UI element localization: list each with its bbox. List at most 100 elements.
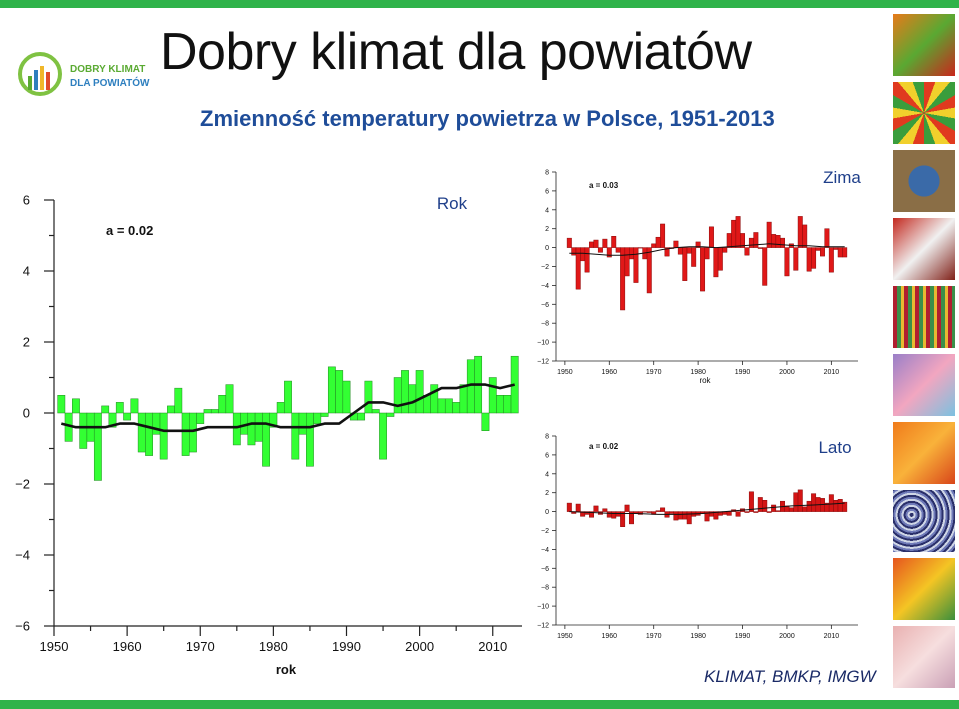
bar-rok-1996 (386, 412, 395, 417)
stripes-tile (893, 286, 955, 348)
bar-rok-1979 (262, 412, 270, 467)
bar-zima-2005 (806, 247, 812, 272)
bar-lato-1971 (655, 510, 661, 512)
y-tick-label: 0 (545, 245, 549, 252)
bar-rok-2002 (430, 384, 439, 414)
bar-lato-1953 (575, 503, 581, 512)
x-tick-label: 1970 (646, 633, 662, 640)
y-tick-label: 8 (545, 433, 549, 440)
y-tick-label: −10 (537, 340, 549, 347)
source-credit: KLIMAT, BMKP, IMGW (704, 667, 876, 686)
bar-zima-1982 (704, 247, 710, 260)
chart-annotation-lato: a = 0.02 (589, 442, 619, 451)
bar-rok-1975 (232, 412, 241, 446)
bar-lato-1997 (771, 504, 777, 512)
page-subtitle: Zmienność temperatury powietrza w Polsce… (200, 106, 775, 131)
spiral-tile (893, 82, 955, 144)
bar-lato-2003 (797, 489, 803, 512)
bar-rok-1992 (357, 412, 366, 421)
bar-lato-1996 (766, 511, 772, 513)
y-tick-label: −12 (537, 622, 549, 629)
bar-zima-1954 (580, 247, 586, 262)
bar-lato-1978 (686, 511, 692, 525)
bar-zima-1970 (651, 243, 657, 248)
bar-zima-1975 (673, 240, 679, 248)
bar-zima-1980 (695, 241, 701, 248)
x-tick-label: 1990 (735, 369, 751, 376)
bar-rok-1951 (57, 395, 66, 414)
y-tick-label: 2 (545, 490, 549, 497)
bar-zima-1987 (726, 233, 732, 248)
bar-lato-1987 (726, 511, 732, 516)
bar-lato-1951 (566, 502, 572, 512)
y-tick-label: −12 (537, 358, 549, 365)
bar-rok-1964 (152, 412, 161, 435)
bar-zima-1967 (637, 247, 643, 249)
x-tick-label: 2000 (779, 369, 795, 376)
logo-text-line1: DOBRY KLIMAT (70, 64, 145, 75)
bar-lato-2001 (788, 507, 794, 512)
bar-rok-1985 (306, 412, 314, 467)
bar-zima-1978 (686, 247, 692, 254)
bar-rok-1989 (335, 370, 344, 414)
y-tick-label: 4 (545, 207, 549, 214)
y-tick-label: −4 (15, 548, 30, 563)
bar-zima-1995 (762, 247, 768, 286)
noise-tile (893, 490, 955, 552)
earth-tile (893, 150, 955, 212)
bar-zima-1951 (566, 237, 572, 248)
bar-zima-2006 (811, 247, 817, 269)
bar-rok-1981 (276, 402, 285, 414)
bar-zima-1999 (780, 237, 785, 248)
bar-rok-1980 (269, 412, 278, 428)
chart-panel-lato (525, 428, 865, 648)
bar-rok-2012 (503, 395, 512, 414)
bar-lato-2011 (833, 500, 839, 512)
logo-emblem-icon (18, 52, 62, 96)
bar-zima-2008 (820, 247, 825, 257)
bar-zima-1981 (700, 247, 706, 292)
bar-rok-1987 (320, 412, 329, 417)
bar-zima-1972 (660, 223, 666, 248)
bar-zima-1991 (744, 247, 750, 256)
bar-zima-2003 (797, 216, 803, 248)
bar-zima-2011 (833, 247, 839, 250)
bar-zima-2010 (828, 247, 834, 273)
bar-lato-2013 (842, 501, 848, 512)
bar-rok-1953 (72, 398, 80, 414)
bar-zima-1971 (655, 236, 661, 248)
bar-rok-1973 (218, 395, 227, 414)
bar-rok-1958 (108, 412, 117, 428)
y-tick-label: −2 (541, 264, 549, 271)
bar-rok-2003 (437, 398, 446, 414)
y-tick-label: −6 (541, 566, 549, 573)
chart-annotation-zima: a = 0.03 (589, 181, 619, 190)
trend-line-lato (569, 502, 845, 515)
bar-lato-1991 (744, 511, 750, 513)
top-accent-bar (0, 0, 959, 8)
bar-rok-1965 (159, 412, 168, 460)
bar-lato-2006 (811, 493, 817, 512)
x-axis-label-rok: rok (276, 662, 297, 677)
bar-rok-1966 (167, 405, 175, 414)
bar-zima-1983 (708, 226, 714, 248)
y-tick-label: −4 (541, 283, 549, 290)
bar-rok-2000 (415, 370, 424, 414)
bar-lato-1995 (762, 500, 768, 512)
y-tick-label: 4 (23, 264, 30, 279)
bar-zima-1990 (740, 233, 746, 248)
bar-rok-1969 (189, 412, 197, 453)
y-tick-label: −10 (537, 604, 549, 611)
chart-panel-zima (525, 163, 865, 403)
bar-lato-1964 (624, 504, 630, 512)
bar-zima-2002 (793, 247, 799, 271)
bar-zima-1984 (713, 247, 719, 278)
y-tick-label: −6 (541, 302, 549, 309)
chart-title-zima: Zima (823, 168, 861, 187)
bar-zima-2013 (842, 247, 848, 258)
x-tick-label: 2000 (405, 639, 434, 654)
bar-zima-1956 (589, 241, 595, 248)
bar-zima-1963 (620, 247, 626, 311)
y-tick-label: 6 (23, 193, 30, 208)
bar-lato-1963 (620, 511, 626, 527)
